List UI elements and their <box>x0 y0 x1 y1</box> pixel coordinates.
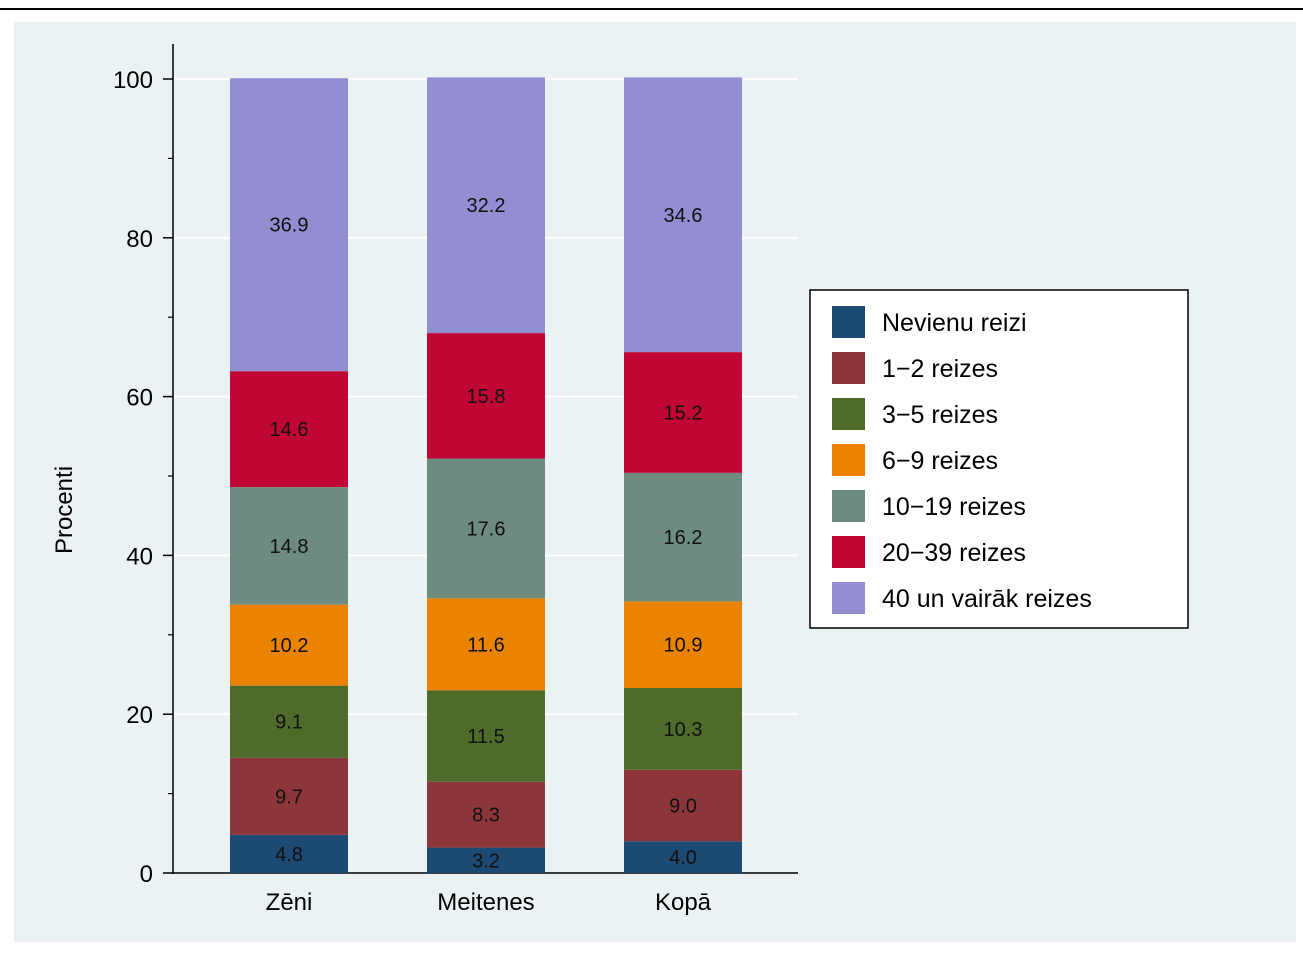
value-labels: 4.8 9.7 9.1 10.2 14.8 14.6 36.9 3.2 8.3 11.5 11.6 1… <box>270 195 703 872</box>
y-tick-label-100: 100 <box>113 67 153 94</box>
y-tick-label-0: 0 <box>140 861 153 888</box>
legend-swatch <box>832 306 865 338</box>
value-label: 10.3 <box>664 719 703 741</box>
legend-label: 1−2 reizes <box>882 355 998 383</box>
bar-segment <box>427 690 545 782</box>
top-border-line <box>0 8 1303 10</box>
y-axis-title: Procenti <box>51 466 78 554</box>
legend-swatch <box>832 444 865 476</box>
legend-swatch <box>832 536 865 568</box>
bar-segment <box>427 458 545 599</box>
legend-label: 20−39 reizes <box>882 539 1026 567</box>
bar-segment <box>230 604 348 686</box>
value-label: 11.5 <box>467 726 504 748</box>
value-label: 14.8 <box>270 536 309 558</box>
bar-segment <box>624 687 742 770</box>
value-label: 10.9 <box>664 635 703 657</box>
value-label: 4.0 <box>669 847 697 869</box>
y-tick-label-60: 60 <box>126 385 153 412</box>
value-label: 36.9 <box>270 215 309 237</box>
x-tick-label: Zēni <box>266 889 313 916</box>
bar-segment <box>427 598 545 691</box>
bar-segment <box>230 371 348 488</box>
value-label: 17.6 <box>467 518 506 540</box>
value-label: 10.2 <box>270 635 309 657</box>
y-tick-label-20: 20 <box>126 702 153 729</box>
bar-segment <box>427 847 545 873</box>
value-label: 4.8 <box>275 844 303 866</box>
value-label: 9.7 <box>275 786 303 808</box>
x-tick-label: Kopā <box>655 889 712 916</box>
value-label: 32.2 <box>467 195 506 217</box>
legend-label: 40 un vairāk reizes <box>882 585 1092 613</box>
x-axis: Zēni Meitenes Kopā <box>266 889 712 916</box>
bar-segment <box>624 77 742 353</box>
bar-segment <box>624 841 742 873</box>
bars <box>230 77 742 873</box>
bar-segment <box>624 352 742 473</box>
bar-segment <box>230 487 348 605</box>
bar-segment <box>427 781 545 848</box>
legend-label: Nevienu reizi <box>882 309 1027 337</box>
bar-segment <box>427 333 545 459</box>
legend-label: 10−19 reizes <box>882 493 1026 521</box>
legend: Nevienu reizi 1−2 reizes 3−5 reizes 6−9 rei… <box>809 289 1189 629</box>
bar-segment <box>624 472 742 602</box>
legend-swatch <box>832 582 865 614</box>
x-tick-label: Meitenes <box>437 889 534 916</box>
bar-segment <box>230 78 348 372</box>
value-label: 3.2 <box>472 850 500 872</box>
bar-segment <box>624 769 742 842</box>
value-label: 14.6 <box>270 419 309 441</box>
legend-box <box>809 289 1189 629</box>
y-tick-label-40: 40 <box>126 543 153 570</box>
y-tick-label-80: 80 <box>126 226 153 253</box>
bar-segment <box>230 834 348 873</box>
value-label: 34.6 <box>664 205 703 227</box>
legend-swatch <box>832 398 865 430</box>
value-label: 8.3 <box>472 805 500 827</box>
bar-segment <box>230 685 348 758</box>
legend-swatch <box>832 352 865 384</box>
value-label: 16.2 <box>664 527 703 549</box>
bar-segment <box>624 601 742 688</box>
bar-segment <box>230 757 348 835</box>
legend-label: 3−5 reizes <box>882 401 998 429</box>
value-label: 9.1 <box>275 712 303 734</box>
value-label: 11.6 <box>467 634 504 656</box>
value-label: 9.0 <box>669 796 697 818</box>
legend-swatch <box>832 490 865 522</box>
bar-segment <box>427 77 545 334</box>
value-label: 15.8 <box>467 386 506 408</box>
legend-label: 6−9 reizes <box>882 447 998 475</box>
value-label: 15.2 <box>664 402 703 424</box>
